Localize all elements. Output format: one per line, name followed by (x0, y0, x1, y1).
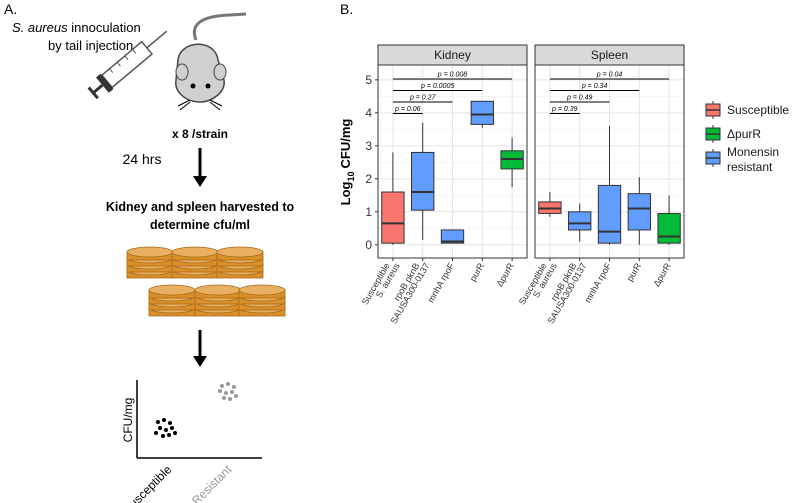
y-tick-label: 2 (365, 172, 372, 186)
schematic-x-label: Resistant (189, 462, 235, 503)
dot (162, 418, 166, 422)
injection-line2: by tail injection (48, 38, 133, 53)
p-value: p = 0.39 (551, 106, 578, 113)
y-axis-label: Log10 CFU/mg (338, 119, 356, 206)
dot (168, 421, 172, 425)
box-plot: Kidney p = 0.06 p = 0.27 p = 0.0005 p = 0.00… (360, 44, 789, 326)
box (657, 212, 681, 244)
dot (154, 431, 158, 435)
dot (230, 390, 234, 394)
y-tick-label: 3 (365, 139, 372, 153)
x-tick-label: ΔpurR (494, 261, 516, 289)
mouse (175, 12, 247, 111)
box (440, 229, 465, 244)
dot (167, 433, 171, 437)
dot (158, 426, 162, 430)
box (597, 184, 622, 244)
dish-top (171, 246, 219, 258)
schematic-y-label: CFU/mg (121, 398, 135, 443)
petri-dishes (126, 246, 286, 317)
harvest-line1: Kidney and spleen harvested to (106, 200, 295, 214)
dish-top (148, 284, 196, 296)
dish-top (194, 284, 242, 296)
legend-label: Susceptible (727, 103, 789, 117)
p-value: p = 0.27 (409, 95, 437, 102)
dot (234, 394, 238, 398)
injection-text: S. aureus innoculation (12, 20, 141, 35)
p-value: p = 0.34 (581, 83, 608, 90)
injection-line1: innoculation (71, 20, 140, 35)
y-tick-label: 1 (365, 205, 372, 219)
dot (232, 385, 236, 389)
dish-top (238, 284, 286, 296)
dot (226, 382, 230, 386)
panel-label: A. (4, 1, 17, 17)
facet-title: Spleen (591, 48, 628, 62)
box (381, 191, 405, 244)
box (568, 211, 592, 231)
p-value: p = 0.04 (596, 72, 623, 79)
replicates: x 8 /strain (172, 127, 228, 141)
dot (224, 391, 228, 395)
dot (173, 431, 177, 435)
box (627, 193, 651, 231)
y-tick-label: 0 (365, 238, 372, 252)
dot (161, 434, 165, 438)
p-value: p = 0.06 (394, 106, 421, 113)
time: 24 hrs (123, 151, 162, 167)
dot (222, 396, 226, 400)
dish-top (126, 246, 174, 258)
dot (156, 420, 160, 424)
arrow (193, 148, 207, 187)
panel-label: B. (340, 1, 353, 17)
harvest-line2: determine cfu/ml (150, 218, 250, 232)
y-tick-label: 5 (365, 73, 372, 87)
y-tick-label: 4 (365, 106, 372, 120)
y-label-suffix: CFU/mg (338, 119, 353, 169)
legend-label: Monensin resistant (727, 145, 782, 174)
schematic-plot (136, 380, 262, 459)
arrow (193, 330, 207, 367)
x-tick-label: purR (625, 261, 644, 283)
p-value: p = 0.0005 (420, 83, 454, 90)
box (411, 151, 435, 211)
dot (164, 428, 168, 432)
syringe (87, 30, 168, 100)
x-tick-label: ΔpurR (651, 261, 673, 289)
dish-top (216, 246, 264, 258)
legend-label: ΔpurR (727, 127, 761, 141)
x-tick-label: purR (468, 261, 487, 283)
dot (220, 384, 224, 388)
p-value: p = 0.008 (437, 72, 467, 79)
dot (170, 426, 174, 430)
organism: S. aureus (12, 20, 68, 35)
dot (218, 389, 222, 393)
p-value: p = 0.49 (566, 95, 593, 102)
box (470, 100, 494, 125)
y-label-subscript: 10 (346, 172, 356, 182)
schematic-x-label: Susceptible (121, 462, 175, 503)
y-label-text: Log (338, 181, 353, 205)
dot (228, 397, 232, 401)
facet-title: Kidney (434, 48, 471, 62)
